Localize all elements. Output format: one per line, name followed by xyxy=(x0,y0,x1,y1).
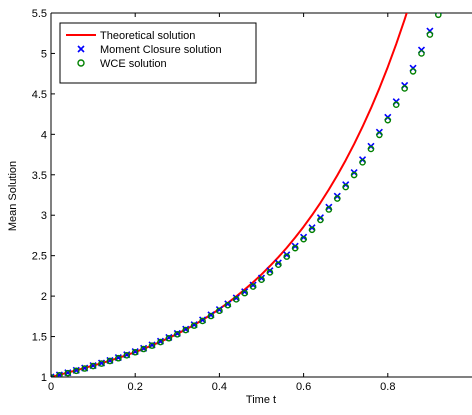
wce-point xyxy=(435,13,442,19)
legend: Theoretical solution Moment Closure solu… xyxy=(59,22,257,84)
wce-point xyxy=(123,352,131,359)
wce-point xyxy=(409,68,417,75)
y-tick-label: 4 xyxy=(41,129,47,141)
wce-point xyxy=(157,338,164,346)
wce-point xyxy=(283,253,291,260)
wce-point xyxy=(258,276,265,283)
wce-point xyxy=(148,342,156,349)
legend-item-theoretical: Theoretical solution xyxy=(66,30,195,42)
wce-point xyxy=(98,360,105,367)
y-axis-label: Mean Solution xyxy=(7,161,19,231)
wce-point xyxy=(232,296,240,303)
wce-point xyxy=(426,31,434,38)
x-tick-label: 0.8 xyxy=(380,381,395,393)
wce-point xyxy=(392,101,400,109)
legend-box xyxy=(59,22,257,84)
wce-point xyxy=(418,50,425,57)
y-tick-label: 2.5 xyxy=(32,251,47,263)
y-tick-label: 4.5 xyxy=(32,89,47,101)
wce-point xyxy=(56,372,63,377)
y-tick-label: 5 xyxy=(41,48,47,60)
wce-point xyxy=(216,307,223,315)
legend-label-theoretical: Theoretical solution xyxy=(100,30,195,42)
wce-point xyxy=(275,261,282,269)
legend-x-marker-swatch xyxy=(77,45,85,53)
y-tick-label: 3.5 xyxy=(32,170,47,182)
wce-point xyxy=(89,362,97,370)
wce-point xyxy=(241,289,248,297)
wce-point xyxy=(199,317,206,325)
y-tick-label: 2 xyxy=(41,291,47,303)
wce-point xyxy=(317,216,324,224)
wce-point xyxy=(333,195,341,202)
y-tick-label: 3 xyxy=(41,210,47,222)
wce-point xyxy=(165,334,173,342)
wce-point xyxy=(182,326,190,334)
wce-point xyxy=(106,357,114,365)
wce-point xyxy=(266,269,274,276)
x-axis-label: Time t xyxy=(246,394,276,406)
wce-point xyxy=(376,131,383,139)
wce-point xyxy=(81,365,88,372)
tick-layer: 0 0.2 0.4 0.6 0.8 1 1.5 2 2.5 3 3.5 4 4.5 5 5.5 xyxy=(32,8,396,393)
wce-point xyxy=(401,85,408,92)
series-layer xyxy=(51,13,442,377)
x-tick-label: 0.4 xyxy=(212,381,227,393)
y-tick-label: 1.5 xyxy=(32,332,47,344)
wce-point xyxy=(72,367,80,375)
wce-point xyxy=(64,369,72,377)
wce-point xyxy=(140,345,147,353)
wce-point xyxy=(384,116,392,124)
wce-point xyxy=(190,322,198,329)
wce-point xyxy=(308,226,316,234)
x-tick-label: 0.6 xyxy=(296,381,311,393)
y-tick-label: 1 xyxy=(41,372,47,384)
wce-point xyxy=(367,145,375,153)
wce-point xyxy=(325,206,333,213)
wce-point xyxy=(350,171,358,179)
legend-circle-marker-swatch xyxy=(77,59,85,67)
wce-point xyxy=(291,244,299,252)
legend-label-wce: WCE solution xyxy=(100,58,167,70)
legend-label-moment-closure: Moment Closure solution xyxy=(100,44,222,56)
wce-point xyxy=(359,159,366,166)
wce-point xyxy=(173,330,181,338)
wce-point xyxy=(300,235,307,243)
wce-point xyxy=(249,283,257,290)
wce-point xyxy=(342,183,350,191)
x-tick-label: 0.2 xyxy=(128,381,143,393)
y-tick-label: 5.5 xyxy=(32,8,47,20)
wce-point xyxy=(224,301,232,309)
wce-point xyxy=(115,354,122,362)
x-tick-label: 0 xyxy=(48,381,54,393)
wce-point xyxy=(131,348,139,356)
wce-point xyxy=(207,312,215,320)
legend-item-moment-closure: Moment Closure solution xyxy=(77,44,222,56)
legend-item-wce: WCE solution xyxy=(77,58,167,70)
